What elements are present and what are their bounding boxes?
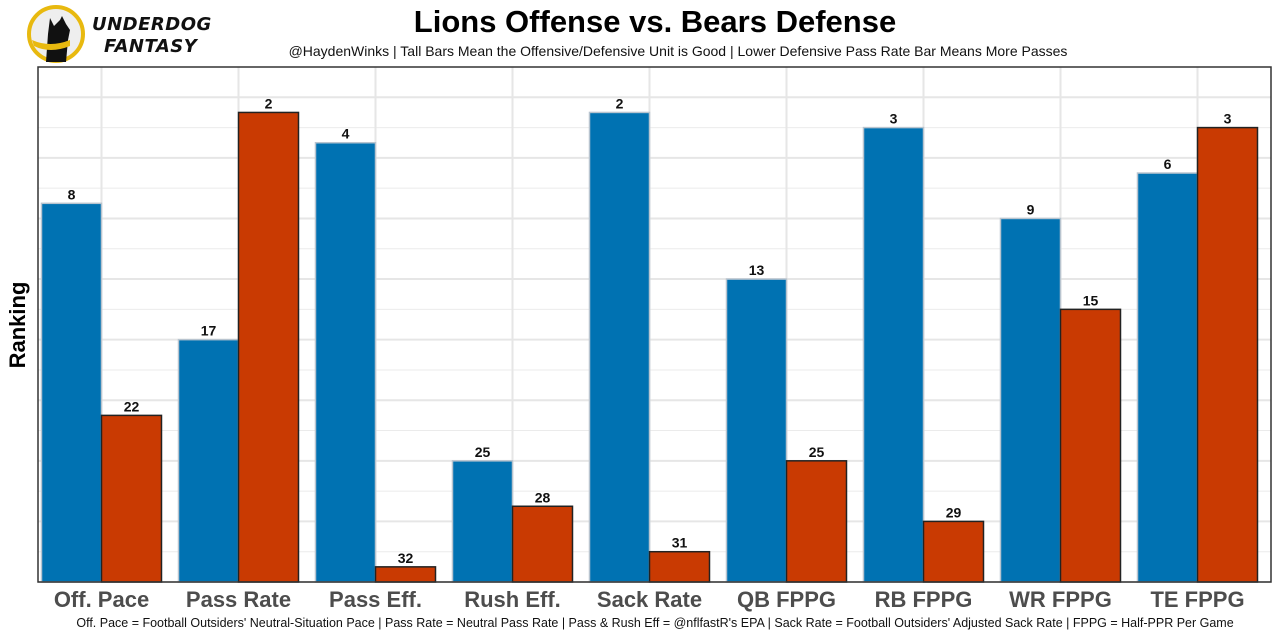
- chart-title: Lions Offense vs. Bears Defense: [413, 4, 897, 39]
- defense-bar-wr-fppg: [1059, 308, 1122, 583]
- offense-bar-qb-fppg: [725, 278, 788, 583]
- underdog-fantasy-logo: UNDERDOG FANTASY: [26, 4, 266, 64]
- data-label: 32: [398, 550, 414, 566]
- chart-footnote: Off. Pace = Football Outsiders' Neutral-…: [76, 616, 1234, 630]
- chart-subtitle: @HaydenWinks | Tall Bars Mean the Offens…: [288, 43, 1068, 59]
- x-tick-label: Sack Rate: [597, 587, 702, 612]
- bars: [40, 111, 1259, 583]
- data-label: 31: [672, 535, 688, 551]
- x-tick-label: Off. Pace: [54, 587, 149, 612]
- defense-bar-rb-fppg: [922, 520, 985, 583]
- x-tick-label: TE FPPG: [1150, 587, 1244, 612]
- x-tick-label: Rush Eff.: [464, 587, 561, 612]
- offense-bar-off-pace: [40, 202, 103, 583]
- data-label: 22: [124, 398, 140, 414]
- offense-bar-sack-rate: [588, 111, 651, 583]
- dog-silhouette-icon: [27, 5, 85, 63]
- offense-bar-te-fppg: [1136, 172, 1199, 583]
- data-label: 3: [890, 111, 898, 127]
- data-label: 17: [201, 323, 217, 339]
- defense-bar-off-pace: [100, 414, 163, 583]
- data-label: 25: [475, 444, 491, 460]
- offense-bar-rb-fppg: [862, 126, 925, 583]
- x-tick-label: WR FPPG: [1009, 587, 1112, 612]
- offense-bar-wr-fppg: [999, 217, 1062, 583]
- offense-bar-rush-eff: [451, 460, 514, 583]
- defense-bar-qb-fppg: [785, 460, 848, 583]
- logo-text-line2: FANTASY: [104, 36, 198, 57]
- x-tick-label: QB FPPG: [737, 587, 836, 612]
- logo-text-line1: UNDERDOG: [92, 14, 212, 35]
- x-tick-label: Pass Rate: [186, 587, 291, 612]
- defense-bar-pass-rate: [237, 111, 300, 583]
- offense-bar-pass-eff: [314, 141, 377, 583]
- data-label: 4: [342, 126, 350, 142]
- data-label: 8: [68, 186, 76, 202]
- x-tick-label: RB FPPG: [875, 587, 973, 612]
- defense-bar-te-fppg: [1196, 126, 1259, 583]
- data-label: 3: [1224, 111, 1232, 127]
- defense-bar-pass-eff: [374, 566, 437, 583]
- data-label: 29: [946, 504, 962, 520]
- data-label: 2: [265, 95, 273, 111]
- x-tick-labels: Off. Pace Pass Rate Pass Eff. Rush Eff. Sack…: [54, 587, 1245, 612]
- data-label: 9: [1027, 201, 1035, 217]
- data-label: 6: [1164, 156, 1172, 172]
- data-label: 28: [535, 489, 551, 505]
- x-tick-label: Pass Eff.: [329, 587, 422, 612]
- defense-bar-rush-eff: [511, 505, 574, 583]
- offense-bar-pass-rate: [177, 338, 240, 583]
- data-label: 13: [749, 262, 765, 278]
- data-label: 2: [616, 95, 624, 111]
- data-labels: 8 22 17 2 4 32 25 28 2 31 13 25 3 29 9 15 6 3: [68, 95, 1232, 565]
- plot-frame: [37, 66, 1272, 583]
- defense-bar-sack-rate: [648, 550, 711, 583]
- data-label: 25: [809, 444, 825, 460]
- data-label: 15: [1083, 292, 1099, 308]
